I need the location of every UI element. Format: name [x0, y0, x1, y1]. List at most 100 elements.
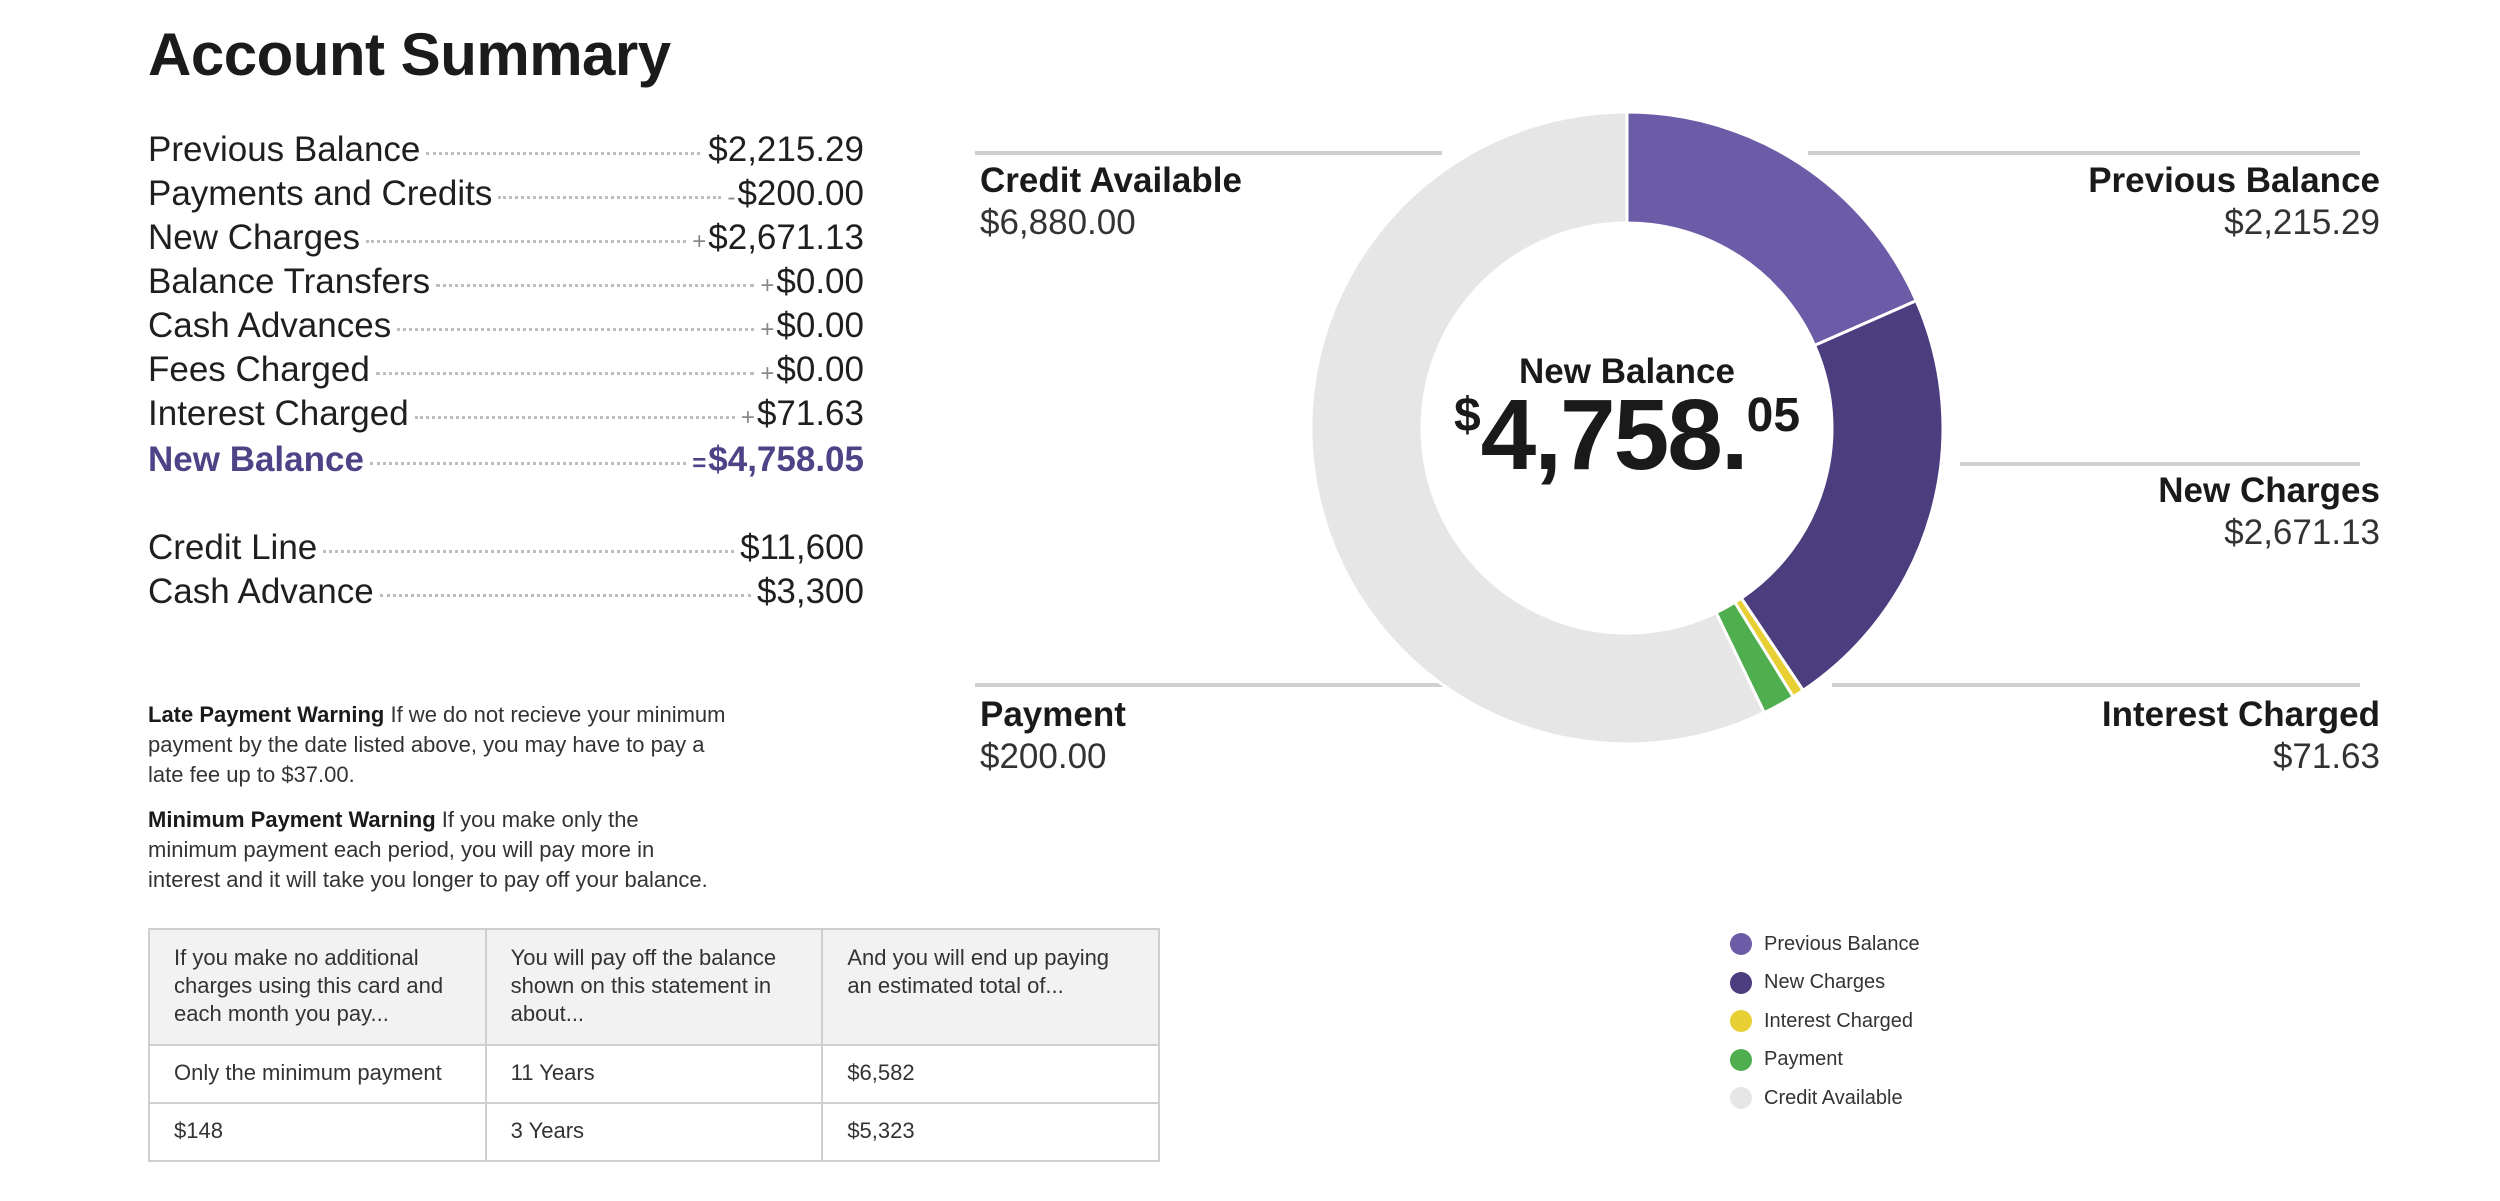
summary-label: Cash Advances [148, 306, 392, 345]
legend-swatch [1730, 933, 1752, 956]
summary-amount: $0.00 [776, 306, 864, 345]
summary-row-total: New Balance = $4,758.05 [148, 440, 864, 484]
payoff-table-header: You will pay off the balance shown on th… [484, 928, 824, 1046]
summary-row: Interest Charged + $71.63 [148, 394, 864, 438]
dot-leader [414, 416, 735, 419]
minimum-payment-warning-title: Minimum Payment Warning [148, 807, 436, 832]
callout-name: Credit Available [980, 161, 1242, 200]
legend-label: Payment [1764, 1048, 1843, 1071]
late-payment-warning: Late Payment Warning If we do not reciev… [148, 700, 728, 790]
dot-leader [375, 372, 755, 375]
summary-label: Credit Line [148, 528, 318, 567]
summary-label: Balance Transfers [148, 262, 431, 301]
callout-name: Payment [980, 695, 1126, 734]
payoff-table: If you make no additional charges using … [148, 928, 1160, 1162]
table-cell: 11 Years [484, 1044, 824, 1104]
summary-operator: + [740, 404, 755, 431]
donut-slices [1309, 110, 1945, 746]
callout-value: $2,671.13 [2224, 513, 2380, 552]
summary-row: Fees Charged + $0.00 [148, 350, 864, 394]
center-cents: 05 [1746, 389, 1801, 442]
legend-swatch [1730, 971, 1752, 994]
summary-row: Credit Line $11,600 [148, 528, 864, 572]
donut-slice-previous-balance [1625, 110, 1919, 348]
minimum-payment-warning: Minimum Payment Warning If you make only… [148, 805, 728, 895]
callout-value: $71.63 [2272, 737, 2380, 776]
donut-slice-credit-available [1309, 110, 1767, 746]
summary-label: Payments and Credits [148, 174, 493, 213]
donut-slice-new-charges [1739, 298, 1945, 693]
center-balance-amount: $4,758.05 [1377, 378, 1877, 493]
callout-value: $200.00 [980, 737, 1107, 776]
table-row: Only the minimum payment 11 Years $6,582 [148, 1044, 1160, 1104]
dot-leader [323, 550, 735, 553]
summary-operator: + [760, 272, 775, 299]
summary-amount: $11,600 [740, 528, 864, 567]
summary-row: New Charges + $2,671.13 [148, 218, 864, 262]
callout-name: New Charges [2158, 471, 2380, 510]
late-payment-warning-text: If we do not recieve your minimum paymen… [148, 702, 726, 787]
center-currency: $ [1453, 389, 1481, 442]
summary-amount: $0.00 [776, 350, 864, 389]
table-cell: $148 [148, 1102, 487, 1162]
legend-label: Credit Available [1764, 1086, 1903, 1109]
summary-row: Cash Advance $3,300 [148, 572, 864, 616]
summary-operator: + [760, 360, 775, 387]
summary-amount: $0.00 [776, 262, 864, 301]
table-cell: $5,323 [821, 1102, 1160, 1162]
summary-label: Cash Advance [148, 572, 374, 611]
callout-new-charges: New Charges $2,671.13 [1880, 470, 2380, 554]
callout-value: $2,215.29 [2224, 203, 2380, 242]
summary-row: Payments and Credits - $200.00 [148, 174, 864, 218]
dot-leader [397, 328, 755, 331]
summary-operator: + [692, 228, 707, 255]
payoff-table-header: And you will end up paying an estimated … [821, 928, 1160, 1046]
summary-amount: $4,758.05 [708, 440, 864, 479]
summary-operator: - [727, 184, 736, 211]
table-row: $148 3 Years $5,323 [148, 1102, 1160, 1162]
table-cell: 3 Years [484, 1102, 824, 1162]
summary-amount: $2,215.29 [708, 130, 864, 169]
callout-payment: Payment $200.00 [980, 694, 1126, 778]
table-cell: $6,582 [821, 1044, 1160, 1104]
summary-operator: + [760, 316, 775, 343]
summary-amount: $2,671.13 [708, 218, 864, 257]
table-cell: Only the minimum payment [148, 1044, 487, 1104]
legend-item: Previous Balance [1730, 925, 1920, 964]
summary-amount: $200.00 [737, 174, 864, 213]
dot-leader [366, 240, 687, 243]
late-payment-warning-title: Late Payment Warning [148, 702, 385, 727]
callout-interest-charged: Interest Charged $71.63 [1880, 694, 2380, 778]
callout-name: Previous Balance [2088, 161, 2380, 200]
summary-row: Cash Advances + $0.00 [148, 306, 864, 350]
legend-item: New Charges [1730, 964, 1920, 1003]
legend-swatch [1730, 1048, 1752, 1071]
dot-leader [436, 284, 755, 287]
summary-label: New Charges [148, 218, 361, 257]
legend-label: Previous Balance [1764, 932, 1920, 955]
summary-label: New Balance [148, 440, 364, 479]
payoff-table-header-row: If you make no additional charges using … [148, 928, 1160, 1046]
payoff-table-header: If you make no additional charges using … [148, 928, 487, 1046]
summary-label: Interest Charged [148, 394, 409, 433]
legend-item: Interest Charged [1730, 1002, 1920, 1041]
summary-label: Previous Balance [148, 130, 421, 169]
legend-item: Credit Available [1730, 1079, 1920, 1118]
summary-amount: $3,300 [756, 572, 864, 611]
legend-label: Interest Charged [1764, 1009, 1913, 1032]
legend-swatch [1730, 1010, 1752, 1033]
minimum-payment-warning-text: If you make only the minimum payment eac… [148, 807, 708, 892]
summary-row: Previous Balance $2,215.29 [148, 130, 864, 174]
chart-legend: Previous Balance New Charges Interest Char… [1730, 925, 1920, 1118]
dot-leader [369, 462, 687, 465]
summary-label: Fees Charged [148, 350, 370, 389]
callout-credit-available: Credit Available $6,880.00 [980, 160, 1242, 244]
dot-leader [379, 594, 751, 597]
legend-swatch [1730, 1087, 1752, 1110]
center-balance-label: New Balance [1519, 352, 1735, 391]
summary-row: Balance Transfers + $0.00 [148, 262, 864, 306]
center-whole: 4,758. [1480, 379, 1749, 491]
callout-name: Interest Charged [2101, 695, 2380, 734]
dot-leader [426, 152, 701, 155]
